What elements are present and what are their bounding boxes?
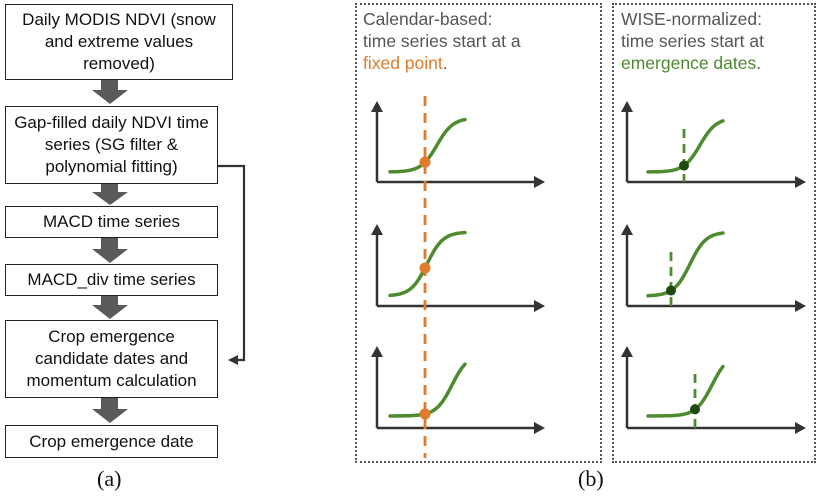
title-highlight: fixed point (363, 53, 443, 73)
flow-arrow-3 (92, 238, 128, 263)
wise-plot-2-x-axis-arrow (795, 300, 806, 312)
wise-plot-3-x-axis-arrow (795, 422, 806, 434)
title-end: . (756, 53, 762, 73)
calendar-plot-2-fixed-point-marker (419, 262, 431, 274)
flow-arrow-1 (92, 80, 128, 104)
flow-arrow-5 (92, 398, 128, 423)
flow-arrow-2 (92, 184, 128, 205)
title-line-2: time series start at (621, 31, 764, 51)
step-crop-emergence-date: Crop emergence date (5, 425, 218, 458)
calendar-plot-3-ndvi-curve (388, 362, 467, 418)
step-label: Crop emergence date (29, 431, 194, 451)
wise-plot-3-ndvi-curve (646, 364, 725, 418)
panel-calendar-title: Calendar-based: time series start at a f… (363, 8, 599, 74)
step-label: MACD_div time series (27, 270, 196, 289)
wise-plot-2-ndvi-curve (646, 231, 725, 298)
step-label: Daily MODIS NDVI (snow and extreme value… (22, 10, 216, 73)
panel-wise-title: WISE-normalized: time series start at em… (621, 8, 816, 74)
title-line-1: WISE-normalized: (621, 9, 763, 29)
mini-plots (371, 96, 806, 458)
calendar-plot-2-ndvi-curve (388, 230, 467, 298)
title-highlight: emergence dates (621, 53, 757, 73)
wise-plot-2-emergence-marker (666, 285, 676, 296)
flow-arrow-4 (92, 296, 128, 319)
title-end: . (442, 53, 448, 73)
panel-wise-normalized (612, 3, 816, 463)
calendar-plot-2-y-axis-arrow (371, 224, 383, 235)
wise-plot-1-y-axis-arrow (621, 101, 633, 112)
calendar-plot-3-fixed-point-marker (419, 408, 431, 420)
panel-calendar-based (355, 3, 602, 463)
step-label: MACD time series (43, 212, 180, 231)
wise-plot-1-x-axis-arrow (795, 176, 806, 188)
calendar-plot-2-x-axis-arrow (534, 300, 545, 312)
step-daily-modis-ndvi: Daily MODIS NDVI (snow and extreme value… (5, 4, 233, 80)
step-label: Crop emergence candidate dates and momen… (26, 327, 197, 390)
step-gap-filled-ndvi: Gap-filled daily NDVI time series (SG fi… (5, 106, 218, 184)
title-line-1: Calendar-based: (363, 9, 493, 29)
calendar-plot-1-y-axis-arrow (371, 101, 383, 112)
calendar-plot-1-x-axis-arrow (534, 176, 545, 188)
wise-plot-1-emergence-marker (679, 160, 689, 171)
step-label: Gap-filled daily NDVI time series (SG fi… (14, 113, 209, 176)
calendar-plot-3-x-axis-arrow (534, 422, 545, 434)
side-connector-arrow (218, 164, 246, 365)
title-line-2: time series start at a (363, 31, 521, 51)
calendar-plot-1-fixed-point-marker (419, 156, 431, 168)
caption-a: (a) (97, 466, 122, 491)
step-macd-div: MACD_div time series (5, 264, 218, 296)
wise-plot-2-y-axis-arrow (621, 224, 633, 235)
step-crop-emergence-candidates: Crop emergence candidate dates and momen… (5, 320, 218, 398)
wise-plot-3-emergence-marker (690, 404, 700, 415)
caption-b: (b) (578, 466, 604, 491)
wise-plot-3-y-axis-arrow (621, 346, 633, 357)
step-macd: MACD time series (5, 206, 218, 238)
calendar-plot-3-y-axis-arrow (371, 346, 383, 357)
